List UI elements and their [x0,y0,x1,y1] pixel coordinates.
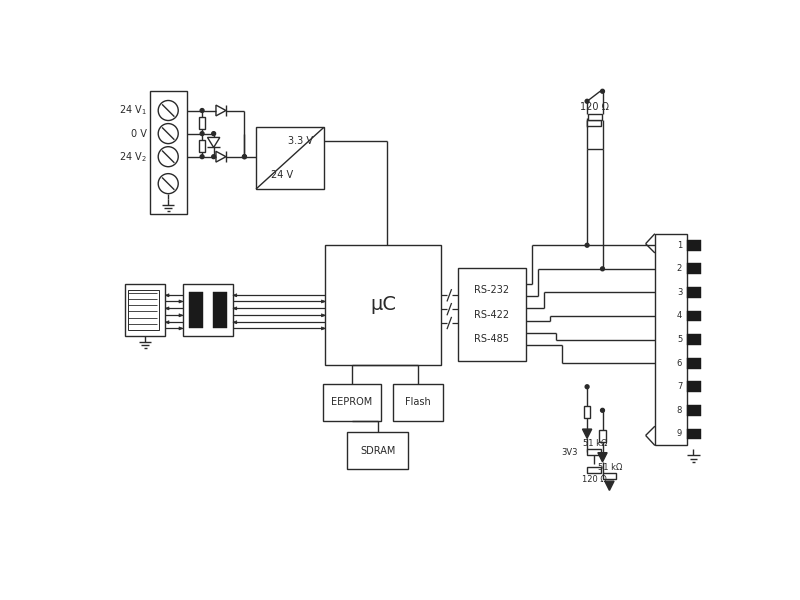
Text: 3: 3 [677,288,682,297]
Text: 24 V$_2$: 24 V$_2$ [119,150,146,164]
Polygon shape [605,481,614,490]
Text: 24 V$_1$: 24 V$_1$ [118,104,146,118]
Bar [687,382,701,392]
Bar [326,245,441,365]
Text: RS-422: RS-422 [474,310,509,320]
Circle shape [601,267,605,271]
Bar [150,91,186,214]
Bar [323,384,381,421]
Text: μC: μC [370,295,396,314]
Text: 1: 1 [677,241,682,250]
Polygon shape [322,300,326,303]
Text: 51 kΩ: 51 kΩ [582,439,607,448]
Text: 6: 6 [677,359,682,368]
Circle shape [200,109,204,112]
Circle shape [212,155,215,158]
Text: 120 Ω: 120 Ω [582,475,606,484]
Polygon shape [165,307,169,310]
Polygon shape [233,321,237,324]
Text: 8: 8 [677,406,682,415]
Text: 5: 5 [677,335,682,344]
Circle shape [212,131,215,136]
Bar [199,140,205,152]
Text: 51 kΩ: 51 kΩ [598,463,622,472]
Text: SDRAM: SDRAM [360,446,395,456]
Polygon shape [179,300,183,303]
Text: 24 V: 24 V [270,170,293,180]
Bar [687,428,701,439]
Polygon shape [322,327,326,330]
Bar [213,292,226,328]
Text: RS-232: RS-232 [474,285,509,295]
Bar [587,467,601,473]
Bar [602,473,616,479]
Bar [256,127,324,189]
Bar [587,449,601,455]
Bar [687,240,701,251]
Bar [687,287,701,298]
Bar [393,384,443,421]
Bar [687,334,701,345]
Circle shape [585,244,589,247]
Bar [128,290,159,330]
Bar [183,284,233,336]
Polygon shape [598,452,607,462]
Bar [199,116,205,129]
Circle shape [242,155,246,158]
Bar [588,113,602,120]
Bar [189,292,203,328]
Text: EEPROM: EEPROM [331,397,373,407]
Bar [347,433,409,469]
Text: 4: 4 [677,311,682,320]
Text: 3V3: 3V3 [562,448,578,457]
Polygon shape [165,321,169,324]
Text: 120 Ω: 120 Ω [580,103,610,112]
Bar [125,284,165,336]
Bar [599,430,606,442]
Text: RS-485: RS-485 [474,334,509,344]
Polygon shape [165,294,169,297]
Polygon shape [179,327,183,330]
Circle shape [601,89,605,93]
Bar [458,268,526,361]
Polygon shape [582,429,592,439]
Bar [687,358,701,368]
Text: 0 V: 0 V [130,128,146,139]
Text: 2: 2 [677,265,682,274]
Circle shape [200,131,204,136]
Polygon shape [322,314,326,317]
Polygon shape [179,314,183,317]
Text: 9: 9 [677,430,682,439]
Bar [584,406,590,418]
Circle shape [601,409,605,412]
Text: Flash: Flash [406,397,431,407]
Polygon shape [233,294,237,297]
Text: 3.3 V: 3.3 V [287,136,313,146]
Polygon shape [233,307,237,310]
Bar [655,234,687,445]
Bar [687,405,701,416]
Bar [687,311,701,322]
Circle shape [585,100,589,103]
Circle shape [200,155,204,158]
Circle shape [242,155,246,158]
Circle shape [585,385,589,389]
Bar [587,120,601,126]
Bar [687,263,701,274]
Text: 7: 7 [677,382,682,391]
